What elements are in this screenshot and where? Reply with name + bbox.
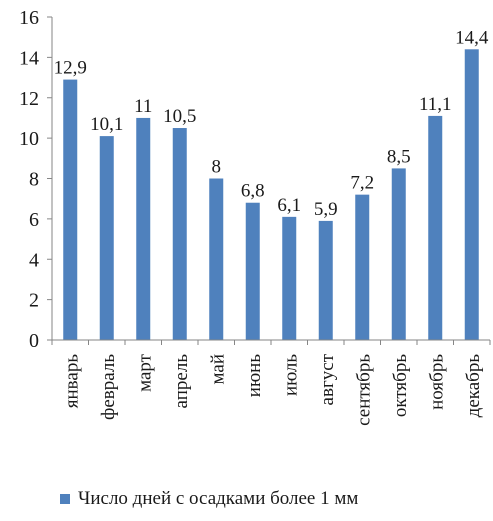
data-label: 7,2 xyxy=(350,173,374,194)
x-tick-label: октябрь xyxy=(390,354,411,417)
x-tick-label: сентябрь xyxy=(353,354,374,426)
y-tick-label: 2 xyxy=(29,290,39,312)
y-axis: 0 2 4 6 8 10 12 14 16 xyxy=(19,7,53,352)
y-tick-label: 12 xyxy=(19,88,39,110)
data-labels: 12,9 10,1 11 10,5 8 6,8 6,1 5,9 7,2 8,5 11,1 14,4 xyxy=(54,27,489,220)
data-label: 11 xyxy=(134,96,152,117)
bar xyxy=(209,178,224,340)
legend-label: Число дней с осадками более 1 мм xyxy=(78,488,359,509)
bar xyxy=(172,128,187,340)
y-tick-label: 10 xyxy=(19,128,39,150)
x-axis: январь февраль март апрель май июнь июль август… xyxy=(51,339,491,426)
x-tick-label: август xyxy=(317,353,338,405)
x-tick-label: январь xyxy=(61,354,82,409)
bar xyxy=(318,220,333,340)
data-label: 12,9 xyxy=(54,58,87,79)
data-label: 10,1 xyxy=(90,114,123,135)
data-label: 8,5 xyxy=(387,146,411,167)
bar xyxy=(464,49,479,341)
y-tick-label: 14 xyxy=(19,47,39,69)
data-label: 8 xyxy=(212,157,222,178)
x-tick-label: март xyxy=(134,353,155,392)
bar xyxy=(428,115,443,340)
x-tick-label: ноябрь xyxy=(426,354,447,410)
x-tick-label: июль xyxy=(280,354,301,396)
bar xyxy=(391,168,406,340)
y-tick-label: 0 xyxy=(29,330,39,352)
data-label: 5,9 xyxy=(314,199,338,220)
data-label: 6,1 xyxy=(277,195,301,216)
data-label: 10,5 xyxy=(163,106,196,127)
legend: Число дней с осадками более 1 мм xyxy=(60,488,358,510)
data-label: 14,4 xyxy=(455,27,489,48)
data-label: 11,1 xyxy=(419,94,452,115)
legend-swatch xyxy=(60,494,70,504)
y-tick-label: 4 xyxy=(29,249,39,271)
bar xyxy=(282,216,297,340)
bars xyxy=(63,49,479,341)
bar xyxy=(136,117,151,340)
x-tick-label: апрель xyxy=(171,354,192,409)
x-tick-label: февраль xyxy=(98,354,119,420)
y-tick-label: 8 xyxy=(29,169,39,191)
y-tick-label: 6 xyxy=(29,209,39,231)
x-tick-label: декабрь xyxy=(463,354,484,418)
x-tick-label: июнь xyxy=(244,354,265,398)
bar xyxy=(245,202,260,340)
data-label: 6,8 xyxy=(241,181,265,202)
x-tick-label: май xyxy=(207,354,228,385)
y-tick-label: 16 xyxy=(19,7,39,29)
bar xyxy=(99,136,114,340)
bar xyxy=(355,194,370,340)
bar xyxy=(63,79,78,341)
